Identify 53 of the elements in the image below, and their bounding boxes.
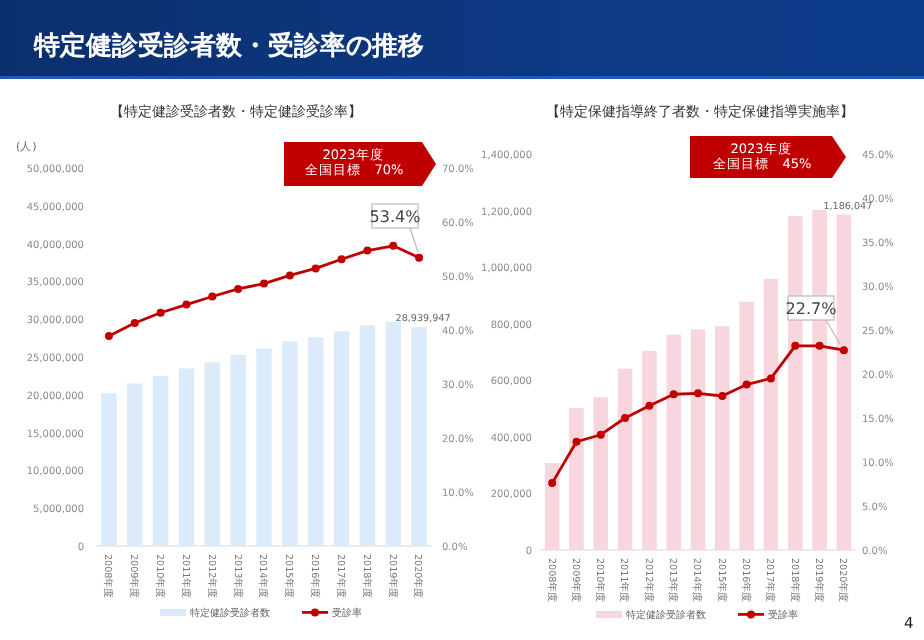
bar [666,334,681,550]
bar [411,327,427,546]
point [596,430,605,439]
point [621,414,630,422]
bar [307,337,324,546]
point [718,392,727,400]
bar [617,368,633,550]
point [285,271,294,280]
point [669,390,678,399]
point [182,300,191,309]
point [766,374,775,383]
point [337,255,346,264]
point [839,346,848,355]
bar [230,354,246,546]
point [156,308,165,317]
point [815,341,824,350]
point [104,331,113,340]
point [311,264,320,273]
bar [715,326,730,550]
point [694,389,702,398]
point [415,253,424,262]
bar [642,350,657,550]
point [130,318,139,327]
bar [256,348,272,546]
bar [593,397,609,550]
point [363,246,372,255]
text: 特定健診受診者数・受診率の推移 [32,30,424,62]
point [208,292,217,301]
annotation: 53.4% [369,208,422,226]
point [389,241,398,250]
bar [569,408,584,550]
bar [544,462,560,550]
bar [763,279,779,550]
bar [359,325,376,546]
point [260,279,268,288]
bar [282,341,298,546]
point [742,380,751,389]
bar [152,375,169,546]
bar [127,383,143,546]
bar [836,214,852,550]
bar [690,329,706,550]
annotation: 22.7% [785,300,838,318]
point [572,437,581,446]
bar [204,362,221,546]
point [791,341,800,350]
bar [385,321,401,546]
bar [739,301,754,550]
bar [101,393,117,546]
point [645,401,654,410]
bar [178,368,195,546]
bar [333,331,350,546]
point [234,284,243,293]
point [548,479,557,488]
